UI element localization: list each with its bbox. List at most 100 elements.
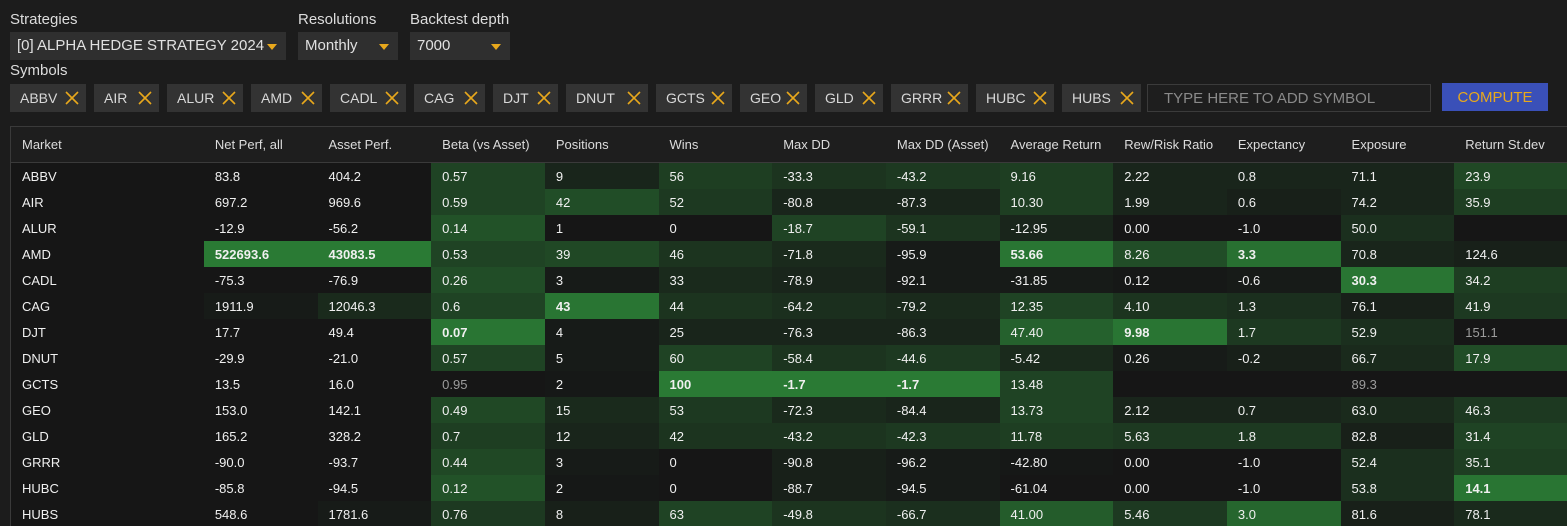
- metric-cell: 39: [545, 241, 659, 267]
- remove-symbol-icon[interactable]: [785, 90, 801, 106]
- column-header[interactable]: Return St.dev: [1454, 127, 1567, 163]
- column-header[interactable]: Positions: [545, 127, 659, 163]
- remove-symbol-icon[interactable]: [710, 90, 726, 106]
- metric-cell: -78.9: [772, 267, 886, 293]
- metric-cell: 328.2: [318, 423, 432, 449]
- column-header[interactable]: Beta (vs Asset): [431, 127, 545, 163]
- metric-cell: 23.9: [1454, 163, 1567, 190]
- chevron-down-icon: [491, 44, 501, 50]
- remove-symbol-icon[interactable]: [463, 90, 479, 106]
- metric-cell: 66.7: [1341, 345, 1455, 371]
- column-header[interactable]: Market: [11, 127, 204, 163]
- symbol-chip-cadl: CADL: [330, 84, 406, 112]
- symbol-chip-label: DJT: [503, 90, 529, 106]
- compute-button[interactable]: COMPUTE: [1442, 83, 1548, 111]
- column-header[interactable]: Expectancy: [1227, 127, 1341, 163]
- metric-cell: -76.9: [318, 267, 432, 293]
- remove-symbol-icon[interactable]: [137, 90, 153, 106]
- symbol-chip-grrr: GRRR: [891, 84, 968, 112]
- resolutions-select[interactable]: Monthly: [298, 32, 398, 60]
- add-symbol-input[interactable]: [1147, 84, 1431, 112]
- column-header[interactable]: Asset Perf.: [318, 127, 432, 163]
- metric-cell: 76.1: [1341, 293, 1455, 319]
- remove-symbol-icon[interactable]: [626, 90, 642, 106]
- metric-cell: -12.95: [1000, 215, 1114, 241]
- metric-cell: 1911.9: [204, 293, 318, 319]
- backtest-depth-select[interactable]: 7000: [410, 32, 510, 60]
- symbol-chip-djt: DJT: [493, 84, 558, 112]
- metric-cell: -1.7: [886, 371, 1000, 397]
- metric-cell: -94.5: [886, 475, 1000, 501]
- metric-cell: 2.12: [1113, 397, 1227, 423]
- remove-symbol-icon[interactable]: [221, 90, 237, 106]
- metric-cell: 0: [659, 215, 773, 241]
- metric-cell: -0.2: [1227, 345, 1341, 371]
- metric-cell: 0.00: [1113, 475, 1227, 501]
- symbols-label: Symbols: [10, 62, 68, 79]
- remove-symbol-icon[interactable]: [300, 90, 316, 106]
- remove-symbol-icon[interactable]: [64, 90, 80, 106]
- remove-symbol-icon[interactable]: [946, 90, 962, 106]
- symbol-chip-cag: CAG: [414, 84, 485, 112]
- remove-symbol-icon[interactable]: [861, 90, 877, 106]
- metric-cell: -90.0: [204, 449, 318, 475]
- metric-cell: 81.6: [1341, 501, 1455, 526]
- metric-cell: -21.0: [318, 345, 432, 371]
- metric-cell: 9: [545, 163, 659, 190]
- backtest-depth-select-value: 7000: [417, 37, 450, 54]
- metric-cell: 1.8: [1227, 423, 1341, 449]
- metric-cell: 9.16: [1000, 163, 1114, 190]
- column-header[interactable]: Max DD (Asset): [886, 127, 1000, 163]
- remove-symbol-icon[interactable]: [1119, 90, 1135, 106]
- remove-symbol-icon[interactable]: [384, 90, 400, 106]
- remove-symbol-icon[interactable]: [536, 90, 552, 106]
- metric-cell: 41.00: [1000, 501, 1114, 526]
- metric-cell: -75.3: [204, 267, 318, 293]
- metric-cell: 33: [659, 267, 773, 293]
- metric-cell: 0.53: [431, 241, 545, 267]
- remove-symbol-icon[interactable]: [1032, 90, 1048, 106]
- metric-cell: 0.8: [1227, 163, 1341, 190]
- metric-cell: 52.9: [1341, 319, 1455, 345]
- column-header[interactable]: Max DD: [772, 127, 886, 163]
- market-cell: AMD: [11, 241, 204, 267]
- column-header[interactable]: Exposure: [1341, 127, 1455, 163]
- metric-cell: 44: [659, 293, 773, 319]
- metric-cell: -92.1: [886, 267, 1000, 293]
- metric-cell: 1781.6: [318, 501, 432, 526]
- metric-cell: 8: [545, 501, 659, 526]
- metric-cell: 89.3: [1341, 371, 1455, 397]
- backtest-depth-label: Backtest depth: [410, 11, 509, 28]
- metric-cell: -84.4: [886, 397, 1000, 423]
- column-header[interactable]: Net Perf, all: [204, 127, 318, 163]
- column-header[interactable]: Average Return: [1000, 127, 1114, 163]
- metric-cell: 9.98: [1113, 319, 1227, 345]
- column-header[interactable]: Rew/Risk Ratio: [1113, 127, 1227, 163]
- metric-cell: 25: [659, 319, 773, 345]
- chevron-down-icon: [379, 44, 389, 50]
- symbol-chip-label: AIR: [104, 90, 127, 106]
- metric-cell: 15: [545, 397, 659, 423]
- metric-cell: [1454, 371, 1567, 397]
- metric-cell: 43: [545, 293, 659, 319]
- market-cell: AIR: [11, 189, 204, 215]
- metric-cell: 1.3: [1227, 293, 1341, 319]
- column-header[interactable]: Wins: [659, 127, 773, 163]
- strategies-select[interactable]: [0] ALPHA HEDGE STRATEGY 2024: [10, 32, 286, 60]
- metric-cell: 53.66: [1000, 241, 1114, 267]
